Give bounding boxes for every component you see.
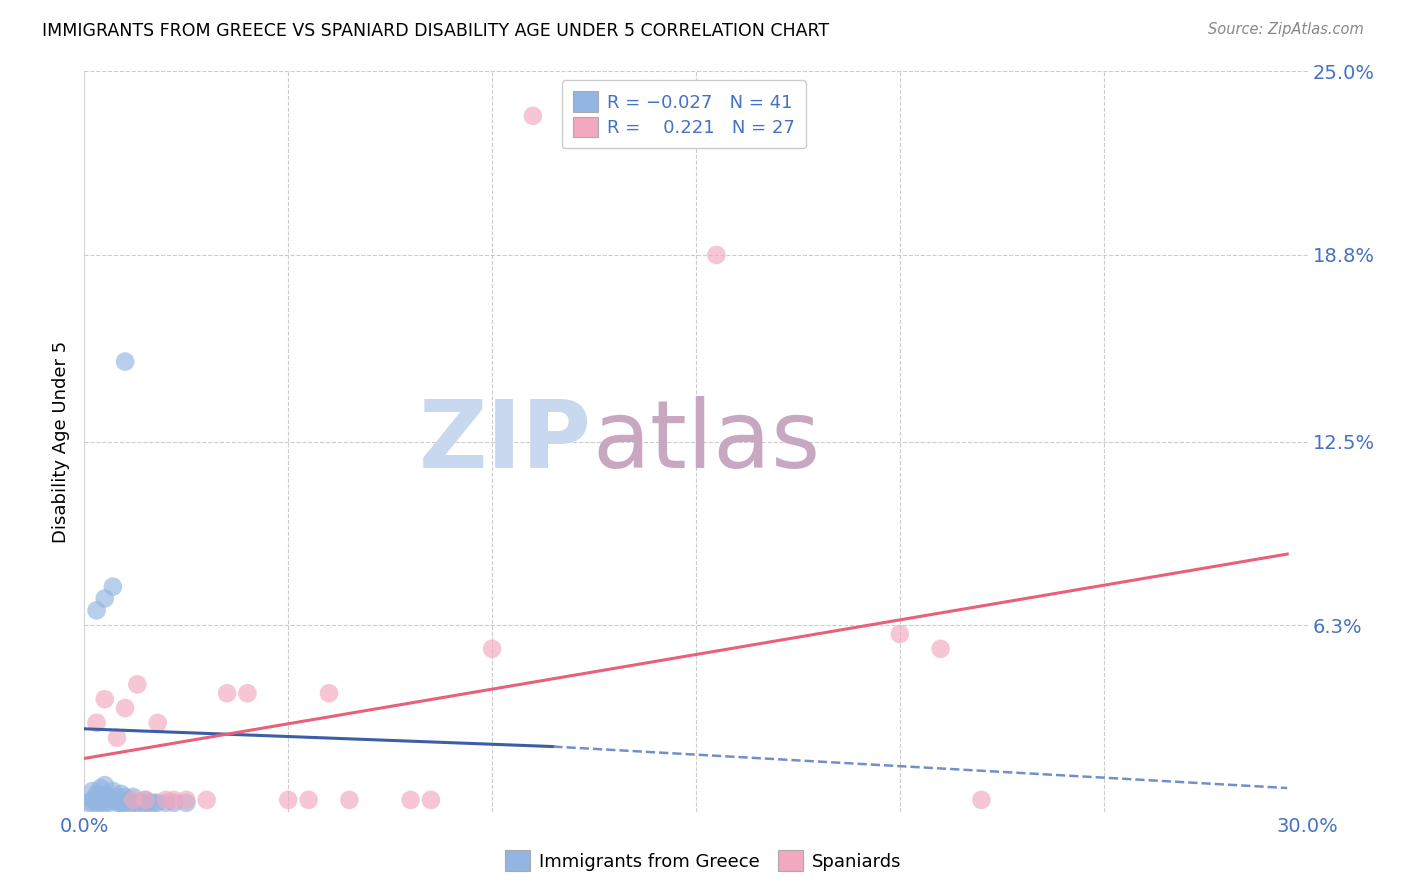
Point <box>236 686 259 700</box>
Point <box>90 796 112 810</box>
Point <box>146 796 169 810</box>
Text: ZIP: ZIP <box>419 395 592 488</box>
Point <box>122 796 145 810</box>
Point <box>155 793 177 807</box>
Point <box>522 109 544 123</box>
Point <box>339 793 361 807</box>
Point <box>420 793 443 807</box>
Point <box>118 793 141 807</box>
Point <box>122 789 145 804</box>
Point <box>93 787 115 801</box>
Point <box>142 796 165 810</box>
Point <box>277 793 299 807</box>
Point <box>86 787 108 801</box>
Point <box>298 793 321 807</box>
Text: Source: ZipAtlas.com: Source: ZipAtlas.com <box>1208 22 1364 37</box>
Point <box>110 796 132 810</box>
Point <box>114 796 136 810</box>
Text: atlas: atlas <box>592 395 820 488</box>
Point <box>114 789 136 804</box>
Point <box>970 793 993 807</box>
Point <box>163 796 186 810</box>
Point <box>93 591 115 606</box>
Point <box>93 692 115 706</box>
Point <box>217 686 239 700</box>
Point <box>163 793 186 807</box>
Legend: Immigrants from Greece, Spaniards: Immigrants from Greece, Spaniards <box>498 843 908 879</box>
Point <box>101 580 124 594</box>
Point <box>110 787 132 801</box>
Point <box>77 796 100 810</box>
Point <box>174 793 197 807</box>
Point <box>82 784 104 798</box>
Point <box>146 715 169 730</box>
Point <box>82 793 104 807</box>
Text: IMMIGRANTS FROM GREECE VS SPANIARD DISABILITY AGE UNDER 5 CORRELATION CHART: IMMIGRANTS FROM GREECE VS SPANIARD DISAB… <box>42 22 830 40</box>
Point <box>110 796 132 810</box>
Point <box>131 796 153 810</box>
Point <box>93 796 115 810</box>
Point <box>135 793 157 807</box>
Point <box>155 796 177 810</box>
Point <box>562 109 585 123</box>
Point <box>929 641 952 656</box>
Point <box>122 793 145 807</box>
Point <box>97 796 120 810</box>
Point <box>135 793 157 807</box>
Point <box>105 789 128 804</box>
Point <box>86 796 108 810</box>
Point <box>114 354 136 368</box>
Point <box>399 793 422 807</box>
Point <box>90 789 112 804</box>
Point <box>318 686 340 700</box>
Point <box>889 627 911 641</box>
Point <box>82 796 104 810</box>
Point <box>105 731 128 745</box>
Y-axis label: Disability Age Under 5: Disability Age Under 5 <box>52 341 70 542</box>
Point <box>135 796 157 810</box>
Point <box>127 796 149 810</box>
Point <box>706 248 728 262</box>
Legend: R = −0.027   N = 41, R =    0.221   N = 27: R = −0.027 N = 41, R = 0.221 N = 27 <box>562 80 806 148</box>
Point <box>86 603 108 617</box>
Point <box>90 780 112 795</box>
Point <box>114 701 136 715</box>
Point <box>86 715 108 730</box>
Point <box>101 793 124 807</box>
Point <box>127 677 149 691</box>
Point <box>101 784 124 798</box>
Point <box>97 789 120 804</box>
Point <box>93 778 115 792</box>
Point <box>195 793 218 807</box>
Point <box>138 796 160 810</box>
Point <box>105 796 128 810</box>
Point <box>481 641 503 656</box>
Point <box>174 796 197 810</box>
Point <box>118 796 141 810</box>
